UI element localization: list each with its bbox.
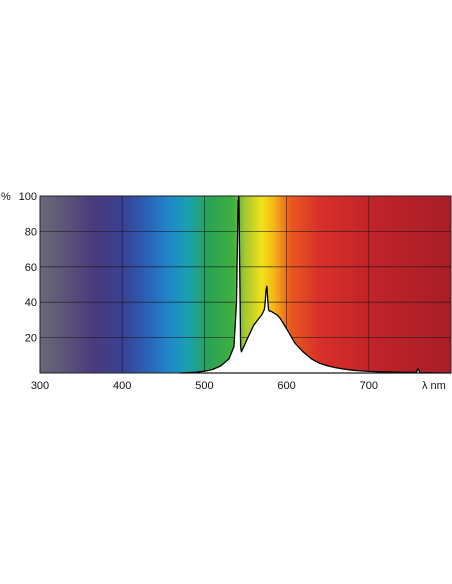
- y-tick-label-80: 80: [25, 226, 37, 238]
- x-tick-label-600: 600: [277, 380, 295, 392]
- plot-frame: [39, 195, 452, 374]
- y-axis-ticks: 20 40 60 80 100: [19, 191, 37, 345]
- x-axis-unit-label: λ nm: [422, 380, 446, 392]
- spectral-power-curve: [179, 195, 452, 374]
- y-tick-label-20: 20: [25, 333, 37, 345]
- x-axis-ticks: 300 400 500 600 700: [31, 380, 378, 392]
- x-tick-label-400: 400: [113, 380, 131, 392]
- x-tick-label-700: 700: [360, 380, 378, 392]
- y-tick-label-40: 40: [25, 297, 37, 309]
- y-tick-label-100: 100: [19, 191, 37, 203]
- grid: [40, 196, 451, 373]
- x-tick-label-500: 500: [195, 380, 213, 392]
- y-tick-label-60: 60: [25, 262, 37, 274]
- x-tick-label-300: 300: [31, 380, 49, 392]
- y-axis-unit-label: %: [1, 191, 11, 203]
